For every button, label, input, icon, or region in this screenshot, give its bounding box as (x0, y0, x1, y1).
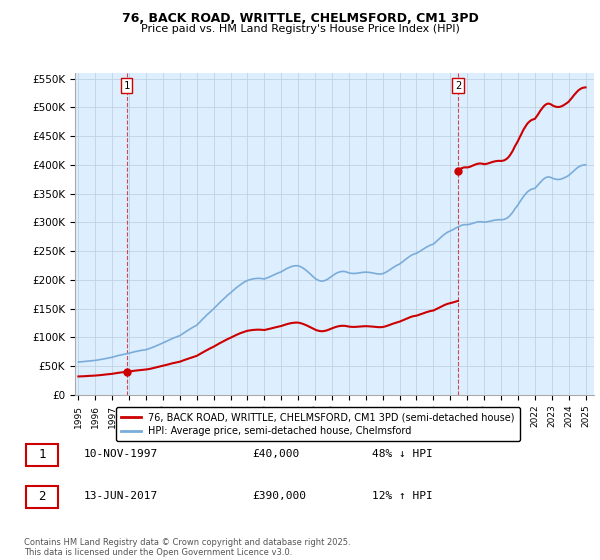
Text: Price paid vs. HM Land Registry's House Price Index (HPI): Price paid vs. HM Land Registry's House … (140, 24, 460, 34)
Text: 76, BACK ROAD, WRITTLE, CHELMSFORD, CM1 3PD: 76, BACK ROAD, WRITTLE, CHELMSFORD, CM1 … (122, 12, 478, 25)
Text: £40,000: £40,000 (252, 449, 299, 459)
Text: 2: 2 (38, 491, 46, 503)
Text: 1: 1 (124, 81, 130, 91)
Text: 1: 1 (38, 449, 46, 461)
FancyBboxPatch shape (26, 486, 58, 508)
Text: 13-JUN-2017: 13-JUN-2017 (84, 491, 158, 501)
Text: £390,000: £390,000 (252, 491, 306, 501)
Text: 48% ↓ HPI: 48% ↓ HPI (372, 449, 433, 459)
Text: 12% ↑ HPI: 12% ↑ HPI (372, 491, 433, 501)
Text: Contains HM Land Registry data © Crown copyright and database right 2025.
This d: Contains HM Land Registry data © Crown c… (24, 538, 350, 557)
FancyBboxPatch shape (26, 444, 58, 466)
Text: 10-NOV-1997: 10-NOV-1997 (84, 449, 158, 459)
Legend: 76, BACK ROAD, WRITTLE, CHELMSFORD, CM1 3PD (semi-detached house), HPI: Average : 76, BACK ROAD, WRITTLE, CHELMSFORD, CM1 … (116, 407, 520, 441)
Text: 2: 2 (455, 81, 461, 91)
